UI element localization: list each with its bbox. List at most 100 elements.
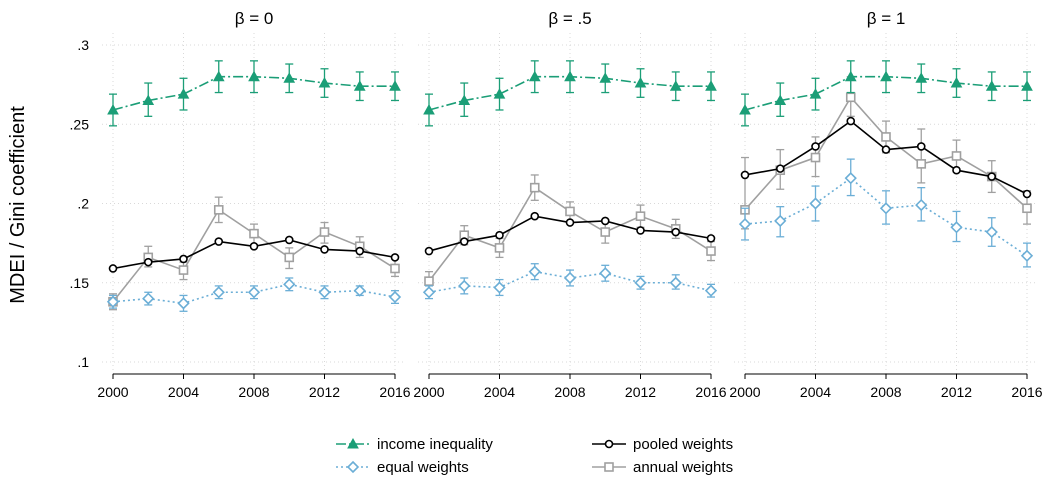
data-point	[951, 151, 962, 161]
legend-item-pooled: pooled weights	[592, 436, 733, 453]
data-point	[493, 281, 506, 294]
x-tick-label: 2008	[238, 384, 269, 400]
data-point	[811, 142, 820, 151]
data-point	[738, 217, 752, 231]
panel-title: β = .5	[548, 9, 591, 28]
data-point	[846, 116, 856, 126]
data-point	[565, 206, 575, 217]
data-point	[634, 276, 647, 289]
data-point	[424, 246, 434, 256]
x-tick-label: 2016	[695, 384, 726, 400]
y-tick-label: .2	[77, 196, 89, 212]
data-point	[528, 70, 541, 82]
series-line	[744, 177, 1028, 257]
x-tick-label: 2012	[309, 384, 340, 400]
data-point	[320, 245, 329, 254]
data-point	[844, 172, 857, 185]
data-point	[318, 286, 331, 299]
panel-title: β = 0	[235, 9, 274, 28]
y-tick-label: .15	[70, 275, 90, 291]
data-point	[950, 221, 963, 234]
x-tick-label: 2004	[800, 384, 831, 400]
series-pooled	[740, 116, 1032, 199]
data-point	[248, 70, 260, 82]
x-tick-label: 2004	[168, 384, 199, 400]
data-point	[636, 226, 645, 235]
x-tick-label: 2000	[413, 384, 444, 400]
legend-label: equal weights	[377, 459, 469, 476]
legend-marker	[346, 460, 360, 474]
data-point	[740, 170, 750, 180]
data-point	[915, 198, 928, 212]
data-point	[458, 279, 471, 293]
data-point	[706, 246, 716, 256]
data-point	[774, 214, 787, 228]
x-tick-label: 2012	[941, 384, 972, 400]
series-income	[739, 60, 1033, 127]
data-point	[177, 88, 190, 99]
data-point	[107, 103, 119, 115]
x-tick-label: 2000	[729, 384, 760, 400]
data-point	[142, 94, 155, 105]
data-point	[669, 276, 682, 289]
data-point	[284, 235, 294, 245]
data-point	[564, 70, 576, 82]
data-point	[423, 103, 435, 115]
data-point	[283, 72, 296, 83]
x-tick-label: 2008	[554, 384, 585, 400]
data-point	[283, 278, 296, 291]
panel-2: β = .5 2000 2004 2008 2012 2016	[413, 9, 726, 400]
data-point	[671, 227, 681, 237]
data-point	[1022, 203, 1032, 214]
data-point	[177, 297, 190, 310]
data-point	[950, 77, 963, 88]
data-point	[634, 77, 647, 88]
data-point	[353, 80, 366, 91]
data-point	[284, 252, 295, 263]
data-point	[775, 164, 785, 173]
data-point	[249, 241, 259, 251]
y-axis-title: MDEI / Gini coefficient	[7, 106, 29, 304]
data-point	[493, 88, 506, 99]
data-point	[1021, 80, 1033, 91]
data-point	[422, 286, 436, 299]
data-point	[388, 290, 402, 304]
data-point	[600, 216, 610, 226]
data-point	[739, 103, 751, 115]
legend-item-equal: equal weights	[336, 459, 469, 476]
data-point	[530, 211, 540, 221]
data-point	[142, 292, 155, 305]
data-point	[669, 80, 682, 91]
legend-item-income: income inequality	[336, 436, 493, 453]
series-equal	[422, 263, 718, 300]
data-point	[706, 234, 716, 243]
data-point	[459, 237, 469, 246]
data-point	[214, 237, 224, 246]
data-point	[809, 197, 822, 210]
data-point	[247, 286, 261, 299]
data-point	[212, 70, 225, 82]
data-point	[916, 159, 927, 169]
data-point	[355, 246, 365, 256]
data-point	[704, 284, 718, 297]
legend-label: annual weights	[633, 459, 733, 476]
data-point	[599, 72, 612, 83]
data-point	[881, 145, 891, 154]
x-tick-label: 2016	[379, 384, 410, 400]
data-point	[879, 202, 893, 215]
data-point	[985, 225, 998, 239]
data-point	[635, 211, 646, 221]
data-point	[424, 276, 434, 286]
data-point	[108, 264, 118, 273]
data-point	[213, 205, 224, 215]
panel-title: β = 1	[867, 9, 906, 28]
data-point	[353, 284, 366, 297]
data-point	[212, 286, 225, 299]
data-point	[178, 265, 189, 275]
data-point	[565, 218, 575, 227]
legend-item-annual: annual weights	[592, 459, 733, 476]
data-point	[179, 254, 188, 264]
panel-3: β = 1 2000 2004 2008 2012 2016	[729, 9, 1042, 400]
